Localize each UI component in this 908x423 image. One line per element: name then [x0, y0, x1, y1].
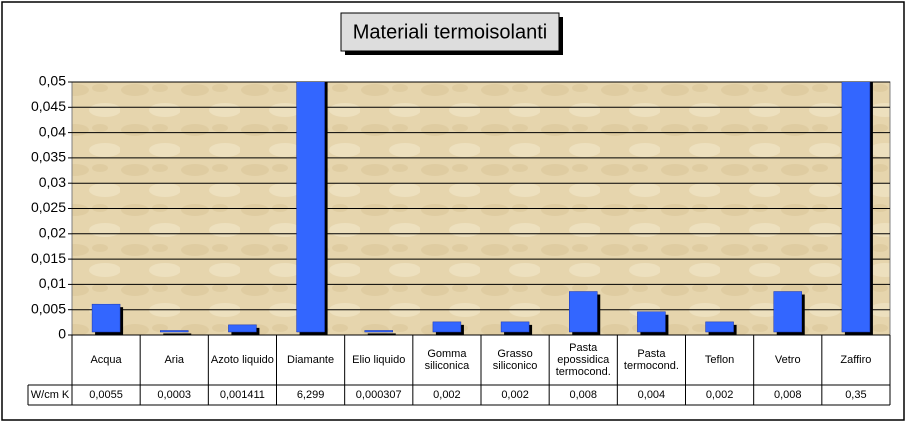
value-label: 0,001411	[219, 389, 265, 401]
category-label-box: Grasso siliconico	[492, 348, 538, 372]
value-label: 0,0003	[157, 389, 192, 401]
category-label-box: Acqua	[90, 354, 122, 366]
chart-title: Materiali termoisolanti	[353, 21, 548, 43]
category-label-box: Vetro	[774, 354, 801, 366]
value-label: 0,004	[637, 389, 666, 401]
bar	[705, 321, 734, 333]
bar	[569, 291, 598, 333]
y-tick-label: 0,05	[39, 73, 66, 89]
value-label-box: 0,002	[433, 389, 461, 401]
bar-shadow	[367, 333, 396, 335]
category-label: Acqua	[90, 354, 122, 366]
category-label: Elio liquido	[352, 354, 406, 366]
category-label-box: Azoto liquido	[210, 354, 274, 366]
value-label-box: 0,0055	[89, 389, 123, 401]
value-label-box: 0,002	[705, 389, 734, 401]
category-label: Grasso siliconico	[492, 348, 538, 372]
bar	[637, 311, 666, 333]
y-tick-label: 0,02	[39, 225, 66, 241]
bar	[91, 303, 121, 333]
y-tick-label: 0,03	[39, 174, 66, 190]
category-label-box: Pasta epossidica termocond.	[555, 342, 611, 378]
value-label-box: 6,299	[296, 389, 325, 401]
category-label-box: Gomma siliconica	[424, 348, 470, 372]
bar	[773, 291, 802, 333]
value-label: 0,002	[705, 389, 734, 401]
value-label: 0,008	[773, 389, 802, 401]
value-label-box: 0,002	[501, 389, 529, 401]
y-tick-label: 0,04	[39, 123, 66, 139]
title-box	[340, 12, 560, 52]
bar	[296, 82, 325, 333]
category-label-box: Zaffiro	[840, 354, 872, 366]
y-tick-label: 0,01	[39, 275, 66, 291]
category-label-box: Pasta termocond.	[623, 348, 679, 372]
category-label: Gomma siliconica	[424, 348, 470, 372]
value-label: 0,008	[569, 389, 597, 401]
bar	[432, 321, 462, 333]
y-tick-label: 0	[58, 326, 66, 342]
bar	[500, 321, 530, 333]
value-label-box: 0,001411	[219, 389, 265, 401]
category-label-box: Aria	[164, 354, 185, 366]
category-label: Azoto liquido	[210, 354, 274, 366]
value-label-box: 0,0003	[157, 389, 192, 401]
y-tick-label: 0,025	[31, 199, 66, 215]
y-tick-label: 0,045	[31, 98, 66, 114]
category-label-box: Teflon	[704, 354, 735, 366]
value-label: 0,0055	[89, 389, 123, 401]
value-label-box: 0,000307	[355, 389, 402, 401]
value-label: 0,002	[433, 389, 461, 401]
value-label: 0,35	[845, 389, 867, 401]
category-label: Aria	[164, 354, 185, 366]
category-label: Pasta epossidica termocond.	[555, 342, 611, 378]
value-label-box: 0,008	[773, 389, 802, 401]
value-label: 6,299	[296, 389, 325, 401]
value-label: 0,000307	[355, 389, 402, 401]
bar	[228, 324, 257, 333]
series-name: W/cm K	[30, 389, 70, 401]
value-label: 0,002	[501, 389, 529, 401]
category-label-box: Diamante	[287, 354, 335, 366]
series-name-box: W/cm K	[30, 389, 70, 401]
value-label-box: 0,35	[845, 389, 867, 401]
value-label-box: 0,008	[569, 389, 597, 401]
category-label: Pasta termocond.	[623, 348, 679, 372]
value-label-box: 0,004	[637, 389, 666, 401]
y-tick-label: 0,035	[31, 149, 66, 165]
y-tick-label: 0,005	[31, 300, 66, 316]
category-label: Teflon	[704, 354, 735, 366]
category-label-box: Elio liquido	[352, 354, 406, 366]
y-tick-label: 0,015	[31, 250, 66, 266]
bar-shadow	[163, 333, 192, 335]
bar	[160, 330, 189, 333]
category-label: Vetro	[774, 354, 801, 366]
bar	[364, 330, 393, 333]
category-label: Zaffiro	[840, 354, 872, 366]
category-label: Diamante	[287, 354, 335, 366]
bar	[841, 82, 871, 333]
